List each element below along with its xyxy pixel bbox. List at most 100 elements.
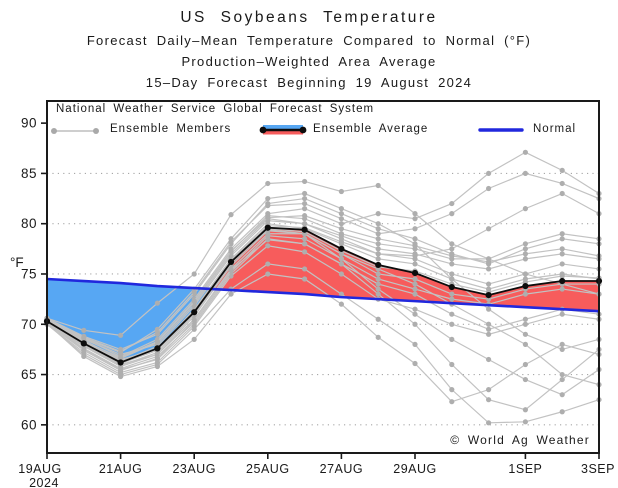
ensemble-member-dot: [375, 182, 381, 189]
ensemble-member-dot: [559, 311, 565, 317]
ensemble-member-dot: [302, 221, 308, 227]
ensemble-member-dot: [559, 392, 565, 398]
ensemble-member-dot: [412, 243, 418, 249]
ensemble-member-dot: [302, 236, 308, 242]
legend-label-ensemble-average: Ensemble Average: [313, 123, 429, 135]
x-tick-sublabel: 2024: [29, 476, 59, 488]
ensemble-member-line: [46, 245, 600, 374]
ensemble-member-dot: [559, 251, 565, 257]
chart-subtitle-3: 15–Day Forecast Beginning 19 August 2024: [145, 75, 473, 90]
ensemble-member-dot: [522, 419, 529, 425]
ensemble-member-dot: [302, 266, 308, 272]
ensemble-member-dot: [486, 226, 492, 232]
ensemble-member-dot: [486, 281, 492, 287]
ensemble-member-dot: [449, 336, 455, 342]
ensemble-average-line: [46, 226, 599, 364]
ensemble-average-dot: [338, 245, 345, 252]
ensemble-member-dot: [338, 239, 344, 245]
ensemble-member-dot: [375, 251, 381, 257]
ensemble-member-dot: [449, 321, 455, 327]
ensemble-member-dot: [412, 360, 418, 367]
ensemble-member-line: [46, 215, 600, 360]
ensemble-member-dot: [449, 291, 455, 297]
ensemble-member-dot: [522, 251, 529, 257]
ensemble-member-dot: [375, 226, 381, 232]
ensemble-member-dot: [412, 291, 418, 297]
ensemble-member-dot: [449, 261, 455, 267]
ensemble-average-dot: [117, 359, 124, 366]
ensemble-member-dot: [412, 286, 418, 292]
ensemble-member-dot: [522, 321, 529, 327]
ensemble-member-dot: [375, 286, 381, 292]
ensemble-average-dot: [485, 292, 492, 299]
ensemble-member-dot: [559, 167, 565, 173]
ensemble-member-dot: [302, 178, 308, 185]
x-tick-label: 21AUG: [99, 462, 143, 476]
ensemble-member-line: [46, 229, 600, 396]
ensemble-member-dot: [412, 261, 418, 267]
ensemble-members-legend-icon: [51, 128, 99, 134]
ensemble-member-dot: [338, 256, 344, 262]
ensemble-member-dot: [522, 271, 529, 277]
x-tick-label: 29AUG: [393, 462, 437, 476]
ensemble-member-dot: [559, 273, 565, 279]
ensemble-member-dot: [302, 190, 308, 197]
ensemble-member-dot: [449, 271, 455, 277]
ensemble-member-dot: [118, 354, 124, 361]
ensemble-member-dot: [338, 231, 344, 237]
ensemble-member-dot: [522, 246, 529, 252]
ensemble-member-dot: [449, 200, 455, 207]
ensemble-member-dot: [375, 276, 381, 282]
ensemble-average-dot: [559, 277, 566, 285]
ensemble-member-dot: [486, 321, 492, 327]
ensemble-member-dot: [559, 286, 565, 292]
x-tick-label: 23AUG: [172, 462, 216, 476]
ensemble-average-dot: [80, 340, 87, 347]
ensemble-member-dot: [375, 221, 381, 227]
ensemble-member-dot: [559, 246, 565, 252]
y-tick-label: 90: [21, 116, 37, 131]
ensemble-member-dot: [338, 271, 344, 277]
ensemble-member-dot: [302, 195, 308, 202]
ensemble-member-dot: [559, 231, 565, 237]
ensemble-member-line: [46, 228, 600, 367]
ensemble-member-dot: [228, 267, 234, 273]
ensemble-member-line: [46, 263, 600, 424]
normal-legend-icon: [478, 128, 524, 132]
ensemble-member-dot: [449, 276, 455, 282]
ensemble-member-dot: [338, 221, 344, 227]
ensemble-member-dot: [375, 271, 381, 277]
ensemble-average-dot: [411, 269, 419, 277]
ensemble-member-dot: [265, 243, 271, 249]
ensemble-member-dot: [412, 281, 418, 287]
ensemble-member-dot: [559, 346, 565, 353]
ensemble-member-dot: [486, 259, 492, 265]
chart-subtitle-2: Production–Weighted Area Average: [181, 54, 437, 69]
ensemble-member-dot: [375, 241, 381, 247]
above-normal-area: [47, 227, 599, 312]
ensemble-average-dot: [375, 261, 382, 269]
ensemble-member-dot: [559, 180, 565, 187]
ensemble-member-dot: [449, 246, 455, 252]
ensemble-member-dot: [81, 347, 87, 354]
ensemble-average-dot: [154, 345, 161, 352]
ensemble-member-dot: [265, 237, 271, 243]
legend-label-normal: Normal: [533, 123, 577, 135]
ensemble-member-dot: [449, 311, 455, 317]
legend-source-text: National Weather Service Global Forecast…: [56, 103, 375, 115]
ensemble-member-dot: [338, 211, 344, 217]
ensemble-member-dot: [559, 190, 565, 197]
ensemble-member-dot: [302, 200, 308, 207]
ensemble-member-dot: [228, 212, 234, 218]
ensemble-average-dot: [301, 226, 308, 233]
ensemble-member-dot: [486, 185, 492, 192]
ensemble-member-dot: [449, 211, 455, 217]
ensemble-member-dot: [486, 170, 492, 177]
ensemble-member-dot: [449, 253, 455, 259]
ensemble-member-dot: [375, 281, 381, 287]
ensemble-member-dot: [412, 236, 418, 242]
ensemble-member-dot: [154, 363, 160, 370]
ensemble-member-dot: [338, 206, 344, 212]
ensemble-member-line: [46, 180, 600, 336]
